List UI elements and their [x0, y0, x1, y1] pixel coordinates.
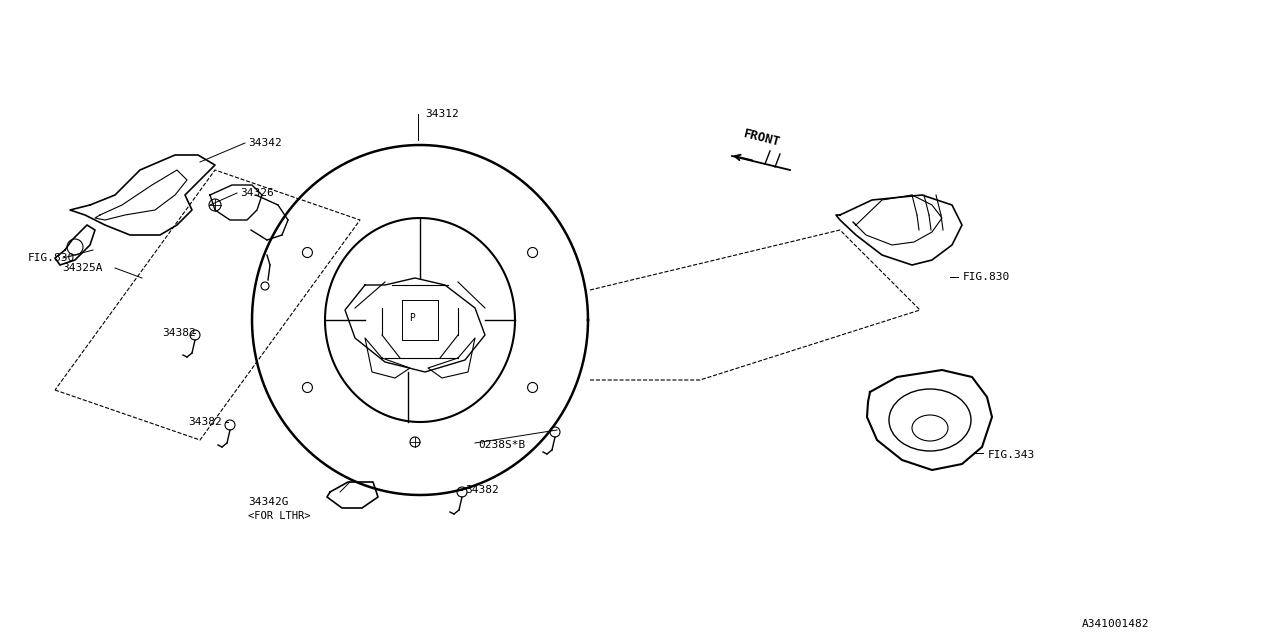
Text: 34382: 34382 — [188, 417, 221, 427]
Text: 34342: 34342 — [248, 138, 282, 148]
Text: FRONT: FRONT — [742, 127, 782, 149]
Text: <FOR LTHR>: <FOR LTHR> — [248, 511, 311, 521]
Text: 34382: 34382 — [163, 328, 196, 338]
Text: 34326: 34326 — [241, 188, 274, 198]
Text: 34382: 34382 — [465, 485, 499, 495]
Text: 0238S*B: 0238S*B — [477, 440, 525, 450]
Text: FIG.830: FIG.830 — [28, 253, 76, 263]
Text: 34325A: 34325A — [61, 263, 102, 273]
Text: 34342G: 34342G — [248, 497, 288, 507]
Text: FIG.343: FIG.343 — [988, 450, 1036, 460]
Text: 34312: 34312 — [425, 109, 458, 119]
Text: A341001482: A341001482 — [1082, 619, 1149, 629]
Text: FIG.830: FIG.830 — [963, 272, 1010, 282]
Text: P: P — [410, 313, 415, 323]
